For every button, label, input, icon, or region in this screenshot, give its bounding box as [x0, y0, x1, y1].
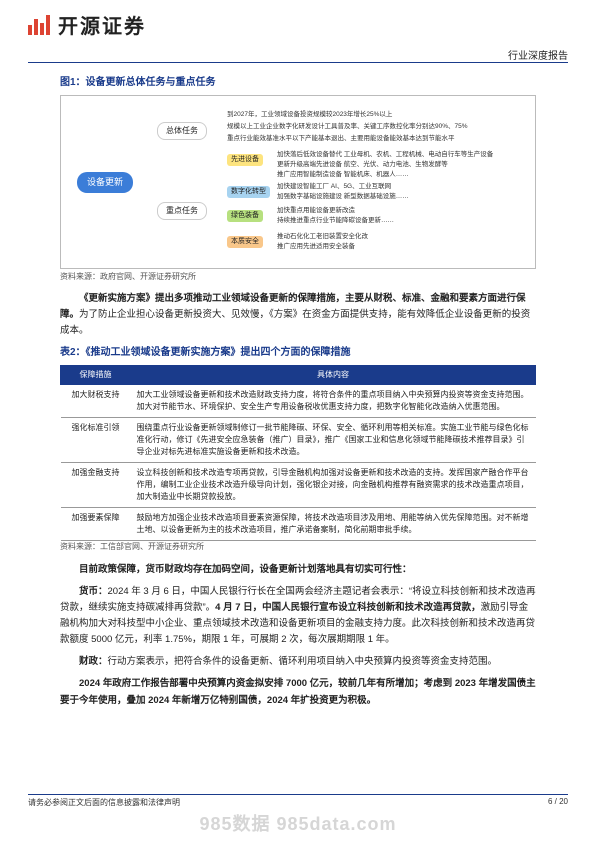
paragraph-4: 财政：行动方案表示，把符合条件的设备更新、循环利用项目纳入中央预算内投资等资金支…	[60, 654, 536, 670]
mm-cat: 绿色装备	[227, 210, 263, 223]
mm-branch-overall: 总体任务	[157, 122, 207, 140]
mm-leaf: 到2027年，工业领域设备投资规模较2023年增长25%以上	[227, 110, 392, 120]
table-row: 强化标准引领围绕重点行业设备更新领域制修订一批节能降碳、环保、安全、循环利用等相…	[61, 418, 536, 463]
paragraph-5: 2024 年政府工作报告部署中央预算内资金拟安排 7000 亿元，较前几年有所增…	[60, 676, 536, 708]
mm-leaf: 推广应用智能制造设备 智能机床、机器人……	[277, 170, 409, 180]
p3-b2: 4 月 7 日，中国人民银行宣布设立科技创新和技术改造再贷款，	[215, 602, 481, 613]
table-row: 加大财税支持加大工业领域设备更新和技术改造财政支持力度，将符合条件的重点项目纳入…	[61, 385, 536, 418]
p3-b1: 货币：	[79, 586, 108, 597]
p4-t: 行动方案表示，把符合条件的设备更新、循环利用项目纳入中央预算内投资等资金支持范围…	[108, 656, 498, 667]
mm-leaf: 加强数字基础设施建设 新型数据基础设施……	[277, 192, 409, 202]
t2-c: 加强要素保障	[61, 508, 131, 541]
footer: 请务必参阅正文后面的信息披露和法律声明 6 / 20	[28, 794, 568, 808]
footer-page: 6 / 20	[548, 797, 568, 808]
t2-c: 强化标准引领	[61, 418, 131, 463]
table-row: 加强要素保障鼓励地方加强企业技术改造项目要素资源保障，将技术改造项目涉及用地、用…	[61, 508, 536, 541]
table-row: 加强金融支持设立科技创新和技术改造专项再贷款，引导金融机构加强对设备更新和技术改…	[61, 463, 536, 508]
p4-b: 财政：	[79, 656, 108, 667]
mm-root: 设备更新	[77, 172, 133, 194]
mm-leaf: 推广应用先进适用安全装备	[277, 242, 355, 252]
mm-leaf: 持续推进重点行业节能降碳设备更新……	[277, 216, 394, 226]
mm-cat: 本质安全	[227, 236, 263, 249]
mm-leaf: 重点行业能效基准水平以下产能基本退出、主要用能设备能效基本达到节能水平	[227, 134, 455, 144]
header: 开源证券	[0, 0, 596, 45]
mm-leaf: 加快重点用能设备更新改造	[277, 206, 355, 216]
t2-c: 加大财税支持	[61, 385, 131, 418]
brand-name: 开源证券	[58, 10, 146, 39]
paragraph-1: 《更新实施方案》提出多项推动工业领域设备更新的保障措施，主要从财税、标准、金融和…	[60, 291, 536, 339]
t2-h0: 保障措施	[61, 365, 131, 384]
mm-cat: 数字化转型	[227, 186, 270, 199]
para1-rest: 为了防止企业担心设备更新投资大、见效慢，《方案》在资金方面提供支持，能有效降低企…	[60, 309, 530, 336]
table2-title: 表2：《推动工业领域设备更新实施方案》提出四个方面的保障措施	[60, 345, 536, 361]
mm-leaf: 规模以上工业企业数字化研发设计工具普及率、关键工序数控化率分别达90%、75%	[227, 122, 468, 132]
figure1-box: 设备更新 总体任务 重点任务 到2027年，工业领域设备投资规模较2023年增长…	[60, 95, 536, 269]
figure1-title: 图1：设备更新总体任务与重点任务	[60, 75, 536, 91]
figure1-source: 资料来源：政府官网、开源证券研究所	[60, 271, 536, 283]
doc-type: 行业深度报告	[0, 45, 596, 62]
mm-branch-key: 重点任务	[157, 202, 207, 220]
table2: 保障措施 具体内容 加大财税支持加大工业领域设备更新和技术改造财政支持力度，将符…	[60, 365, 536, 541]
t2-c: 加大工业领域设备更新和技术改造财政支持力度，将符合条件的重点项目纳入中央预算内投…	[131, 385, 536, 418]
footer-disclaimer: 请务必参阅正文后面的信息披露和法律声明	[28, 797, 180, 808]
mm-leaf: 加快落后低效设备替代 工业母机、农机、工程机械、电动自行车等生产设备	[277, 150, 493, 160]
t2-c: 鼓励地方加强企业技术改造项目要素资源保障，将技术改造项目涉及用地、用能等纳入优先…	[131, 508, 536, 541]
paragraph-3: 货币：2024 年 3 月 6 日，中国人民银行行长在全国两会经济主题记者会表示…	[60, 584, 536, 649]
t2-h1: 具体内容	[131, 365, 536, 384]
mm-cat: 先进设备	[227, 154, 263, 167]
t2-c: 设立科技创新和技术改造专项再贷款，引导金融机构加强对设备更新和技术改造的支持。发…	[131, 463, 536, 508]
logo-icon	[28, 15, 50, 35]
mindmap: 设备更新 总体任务 重点任务 到2027年，工业领域设备投资规模较2023年增长…	[67, 102, 529, 262]
watermark: 985数据 985data.com	[0, 810, 596, 836]
mm-leaf: 更新升级高端先进设备 航空、光伏、动力电池、生物发酵等	[277, 160, 448, 170]
t2-c: 围绕重点行业设备更新领域制修订一批节能降碳、环保、安全、循环利用等相关标准。实施…	[131, 418, 536, 463]
page-content: 图1：设备更新总体任务与重点任务 设备更新 总体任务 重点任务 到2027年，工…	[0, 63, 596, 709]
paragraph-2: 目前政策保障，货币财政均存在加码空间，设备更新计划落地具有切实可行性：	[60, 562, 536, 578]
mm-leaf: 推动石化化工老旧装置安全化改	[277, 232, 368, 242]
mm-leaf: 加快建设智能工厂 AI、5G、工业互联网	[277, 182, 391, 192]
table2-source: 资料来源：工信部官网、开源证券研究所	[60, 541, 536, 553]
t2-c: 加强金融支持	[61, 463, 131, 508]
